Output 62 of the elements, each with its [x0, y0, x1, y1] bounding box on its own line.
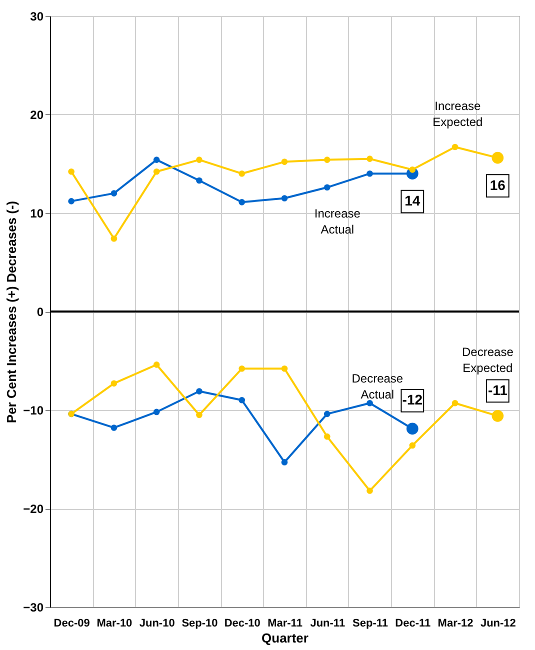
point [196, 412, 202, 418]
x-tick-label: Dec-09 [54, 618, 90, 630]
data-label: -12 [402, 392, 423, 408]
x-tick-label: Mar-10 [96, 618, 132, 630]
point [68, 198, 74, 204]
point [452, 400, 458, 406]
data-label: 14 [404, 192, 420, 209]
point [409, 442, 416, 449]
y-tick-label: 30 [30, 10, 44, 24]
x-tick-label: Mar-12 [438, 618, 474, 630]
x-tick-label: Mar-11 [268, 618, 302, 630]
point [324, 184, 330, 191]
point [196, 177, 202, 184]
point [324, 433, 330, 440]
text: Decrease Expected [462, 344, 514, 375]
series-label: Decrease Actual [352, 372, 404, 402]
point [281, 195, 288, 202]
point [110, 380, 118, 387]
x-tick-label: Jun-10 [139, 618, 175, 630]
point [324, 410, 330, 418]
point [110, 235, 118, 242]
y-tick-label: 20 [30, 108, 44, 122]
point [238, 396, 246, 404]
point [238, 365, 246, 372]
point [409, 166, 416, 173]
point [366, 156, 373, 162]
text: Increase Expected [432, 98, 483, 129]
point [366, 400, 373, 406]
point [110, 424, 118, 431]
point [68, 168, 74, 175]
point [196, 156, 202, 163]
data-label: 16 [490, 176, 506, 193]
data-label: -11 [488, 382, 508, 398]
point [281, 158, 288, 165]
y-axis-title: Per Cent Increases (+) Decreases (-) [4, 200, 20, 424]
point [238, 199, 246, 206]
y-tick-label: −20 [23, 502, 44, 516]
x-tick-label: Sep-10 [182, 618, 218, 630]
point [366, 488, 373, 494]
point [196, 388, 202, 394]
x-tick-label: Jun-11 [310, 618, 346, 630]
y-tick-label: −30 [23, 600, 44, 614]
y-tick-label: 10 [30, 206, 44, 220]
point [366, 170, 373, 177]
point [153, 408, 160, 416]
x-tick-label: Dec-10 [224, 618, 260, 630]
point [452, 144, 458, 150]
point [110, 190, 118, 196]
point [153, 168, 160, 175]
point [281, 459, 288, 466]
point [281, 365, 288, 372]
point [324, 156, 330, 163]
point [153, 156, 160, 163]
series-label: Increase Actual [314, 206, 361, 237]
y-tick-label: −10 [23, 404, 44, 418]
x-tick-label: Dec-11 [395, 618, 431, 630]
point [238, 170, 246, 177]
x-tick-label: Sep-11 [352, 618, 388, 630]
y-tick-label: 0 [36, 305, 44, 319]
x-axis-title: Quarter [262, 630, 308, 646]
point [153, 362, 160, 368]
x-tick-label: Jun-12 [480, 618, 516, 630]
